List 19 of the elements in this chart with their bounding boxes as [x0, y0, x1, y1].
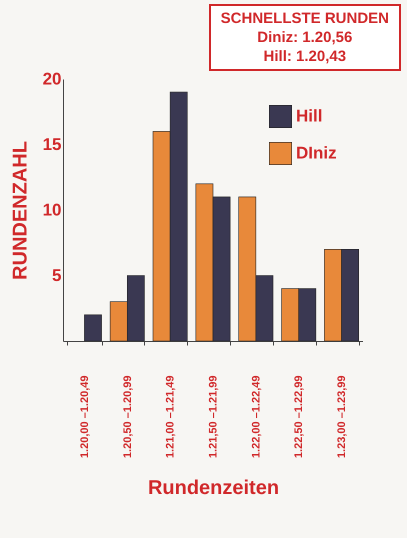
x-tick-label: 1.21,50 –1.21,99 — [208, 376, 220, 458]
legend-label: DIniz — [296, 144, 337, 162]
y-tick-label: 20 — [42, 70, 62, 88]
text: Diniz: 1.20,56 — [256, 28, 354, 47]
y-tick-label: 5 — [52, 266, 62, 285]
x-tick-label: 1.22,50 –1.22,99 — [293, 376, 306, 458]
x-tick-label: 1.20,50 –1.20,99 — [122, 376, 134, 458]
x-tick-label: 1.22,00 –1.22,49 — [250, 376, 262, 458]
x-axis-title: Rundenzeiten — [148, 477, 280, 500]
bar — [84, 314, 102, 342]
chart-title: SCHNELLSTE RUNDEN — [220, 9, 389, 28]
legend-label: Hill — [296, 106, 322, 126]
x-tick-label: 1.20,00 –1.20,49 — [78, 376, 91, 458]
text: Hill: 1.20,43 — [262, 47, 348, 66]
y-tick-label: 15 — [42, 135, 62, 154]
x-tick-label: 1.21,00 –1.21,49 — [164, 376, 177, 458]
y-axis-title: RUNDENZAHL — [10, 141, 32, 280]
y-tick-label: 10 — [42, 200, 62, 220]
x-tick-label: 1.23,00 –1.23,99 — [336, 376, 348, 458]
